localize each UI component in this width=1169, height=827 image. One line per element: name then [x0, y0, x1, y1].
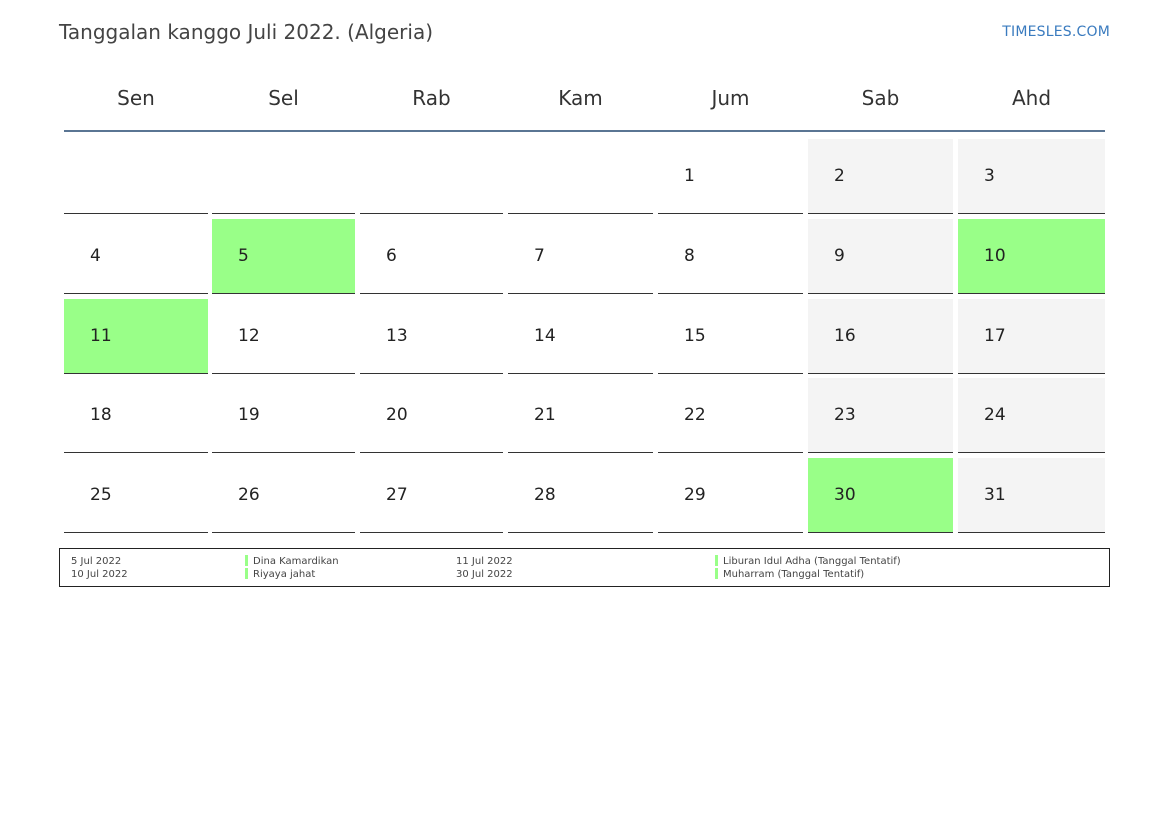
weekday-label: Sen [117, 86, 155, 110]
day-number: 2 [834, 166, 845, 186]
day-number: 6 [386, 246, 397, 266]
day-number: 30 [834, 485, 856, 505]
day-number: 23 [834, 405, 856, 425]
day-cell: 7 [508, 219, 653, 294]
empty-day-cell [508, 139, 653, 214]
day-number: 11 [90, 326, 112, 346]
day-cell: 2 [808, 139, 953, 214]
day-number: 27 [386, 485, 408, 505]
day-cell: 26 [212, 458, 355, 533]
day-cell: 12 [212, 299, 355, 374]
day-number: 25 [90, 485, 112, 505]
day-number: 7 [534, 246, 545, 266]
day-cell: 28 [508, 458, 653, 533]
empty-day-cell [212, 139, 355, 214]
day-cell: 8 [658, 219, 803, 294]
day-cell: 19 [212, 378, 355, 453]
weekday-label: Kam [558, 86, 603, 110]
day-number: 21 [534, 405, 556, 425]
day-number: 9 [834, 246, 845, 266]
brand-link[interactable]: TIMESLES.COM [1002, 24, 1110, 40]
day-cell: 16 [808, 299, 953, 374]
day-number: 17 [984, 326, 1006, 346]
day-number: 12 [238, 326, 260, 346]
legend-holiday-name: Liburan Idul Adha (Tanggal Tentatif) [723, 556, 901, 567]
holiday-day-cell: 10 [958, 219, 1105, 294]
weekday-label: Jum [711, 86, 750, 110]
day-cell: 24 [958, 378, 1105, 453]
holiday-legend: 5 Jul 2022 10 Jul 2022 Dina Kamardikan R… [59, 548, 1110, 587]
day-cell: 15 [658, 299, 803, 374]
day-number: 10 [984, 246, 1006, 266]
holiday-day-cell: 11 [64, 299, 208, 374]
day-cell: 6 [360, 219, 503, 294]
day-cell: 20 [360, 378, 503, 453]
day-cell: 21 [508, 378, 653, 453]
legend-color-mark [715, 555, 718, 566]
day-number: 20 [386, 405, 408, 425]
day-cell: 29 [658, 458, 803, 533]
day-cell: 17 [958, 299, 1105, 374]
legend-date: 30 Jul 2022 [456, 569, 513, 580]
day-cell: 14 [508, 299, 653, 374]
day-number: 16 [834, 326, 856, 346]
day-number: 14 [534, 326, 556, 346]
day-cell: 18 [64, 378, 208, 453]
legend-date: 10 Jul 2022 [71, 569, 128, 580]
day-number: 28 [534, 485, 556, 505]
legend-holiday-name: Muharram (Tanggal Tentatif) [723, 569, 865, 580]
day-number: 5 [238, 246, 249, 266]
page-title: Tanggalan kanggo Juli 2022. (Algeria) [59, 20, 434, 44]
day-cell: 1 [658, 139, 803, 214]
holiday-day-cell: 5 [212, 219, 355, 294]
weekday-label: Rab [412, 86, 451, 110]
legend-date: 11 Jul 2022 [456, 556, 513, 567]
day-number: 15 [684, 326, 706, 346]
day-cell: 9 [808, 219, 953, 294]
day-number: 1 [684, 166, 695, 186]
empty-day-cell [360, 139, 503, 214]
legend-color-mark [245, 568, 248, 579]
day-number: 18 [90, 405, 112, 425]
weekday-label: Sel [268, 86, 299, 110]
day-number: 4 [90, 246, 101, 266]
day-number: 13 [386, 326, 408, 346]
day-number: 29 [684, 485, 706, 505]
day-number: 24 [984, 405, 1006, 425]
day-number: 19 [238, 405, 260, 425]
empty-day-cell [64, 139, 208, 214]
weekday-header: Sen Sel Rab Kam Jum Sab Ahd [64, 82, 1105, 132]
day-number: 31 [984, 485, 1006, 505]
day-cell: 31 [958, 458, 1105, 533]
day-cell: 23 [808, 378, 953, 453]
weekday-label: Sab [861, 86, 900, 110]
legend-holiday-name: Dina Kamardikan [253, 556, 339, 567]
weekday-label: Ahd [1011, 86, 1052, 110]
day-cell: 4 [64, 219, 208, 294]
legend-holiday-name: Riyaya jahat [253, 569, 316, 580]
day-number: 8 [684, 246, 695, 266]
holiday-day-cell: 30 [808, 458, 953, 533]
day-number: 22 [684, 405, 706, 425]
day-number: 3 [984, 166, 995, 186]
day-cell: 13 [360, 299, 503, 374]
day-cell: 22 [658, 378, 803, 453]
day-cell: 3 [958, 139, 1105, 214]
legend-color-mark [715, 568, 718, 579]
day-cell: 27 [360, 458, 503, 533]
day-number: 26 [238, 485, 260, 505]
day-cell: 25 [64, 458, 208, 533]
legend-date: 5 Jul 2022 [71, 556, 122, 567]
legend-color-mark [245, 555, 248, 566]
